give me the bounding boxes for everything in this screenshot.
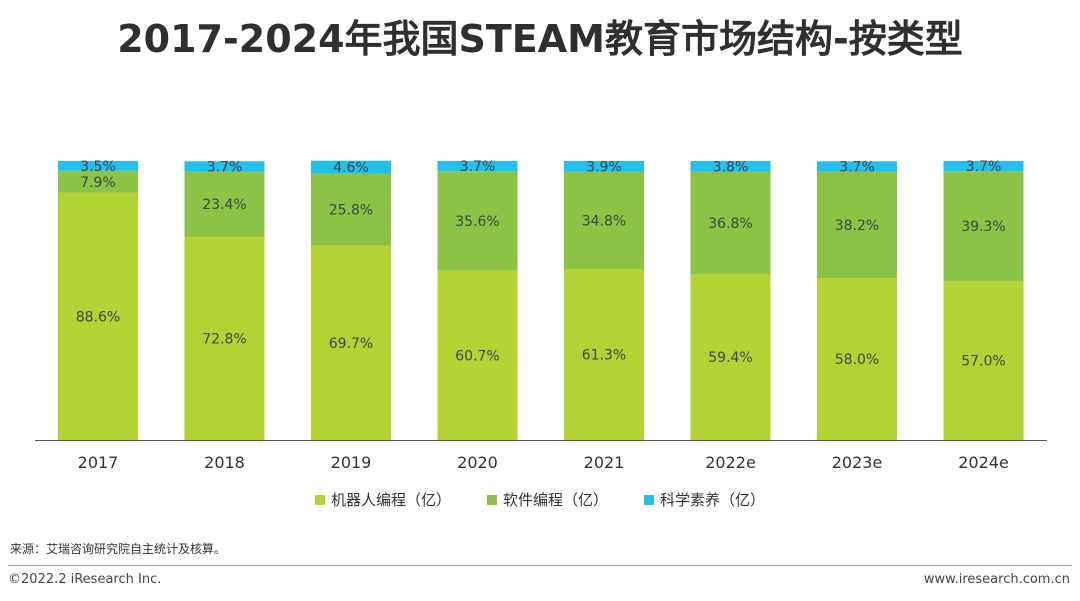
website-link[interactable]: www.iresearch.com.cn [923,572,1070,587]
legend-label: 科学素养（亿） [660,491,766,509]
legend-item-0: 机器人编程（亿） [314,489,451,510]
data-label-2018-s1: 23.4% [202,197,246,213]
bar-segment-2017-s2 [58,161,138,171]
bar-segment-2024e-s2 [943,161,1024,172]
data-label-2023e-s1: 38.2% [835,218,879,234]
data-label-2024e-s2: 3.7% [966,159,1002,175]
bar-segment-2017-s0 [58,192,138,440]
bar-segment-2018-s1 [184,171,265,237]
bar-segment-2021-s2 [564,161,644,172]
x-tick-label-2022e: 2022e [705,453,756,472]
bar-segment-2024e-s1 [943,171,1024,281]
stacked-bar-chart: 88.6% 7.9%3.5% 2017 72.8% 23.4% 3.7% 2018 69.7%… [35,159,1047,472]
data-label-2022e-s0: 59.4% [708,350,752,366]
data-label-2020-s2: 3.7% [460,159,496,175]
data-label-2017-s1: 7.9% [80,175,116,191]
data-label-2019-s1: 25.8% [329,203,373,219]
bar-segment-2023e-s2 [817,161,897,172]
data-label-2019-s0: 69.7% [329,336,373,352]
x-tick-label-2017: 2017 [78,453,119,472]
bar-segment-2019-s2 [311,160,391,174]
source-note: 来源：艾瑞咨询研究院自主统计及核算。 [10,542,227,556]
chart-legend: 机器人编程（亿） 软件编程（亿） 科学素养（亿） [0,489,1080,510]
copyright-text: ©2022.2 iResearch Inc. [8,572,162,587]
data-label-2023e-s2: 3.7% [839,159,875,175]
data-label-2024e-s1: 39.3% [961,219,1005,235]
bar-segment-2018-s2 [184,161,265,172]
data-label-2022e-s2: 3.8% [713,159,749,175]
bar-segment-2019-s0 [311,245,391,440]
data-label-2021-s2: 3.9% [586,159,622,175]
x-tick-label-2021: 2021 [584,453,625,472]
bar-segment-2021-s1 [564,171,644,269]
data-label-2021-s0: 61.3% [582,347,626,363]
bar-segment-2017-s1 [58,170,138,193]
bar-segment-2022e-s1 [690,171,771,275]
footer-divider [8,565,1072,566]
data-label-2022e-s1: 36.8% [708,216,752,232]
bar-segment-2021-s0 [564,268,644,440]
data-label-2017-s0: 88.6% [76,309,120,325]
x-tick-label-2023e: 2023e [832,453,883,472]
legend-label: 软件编程（亿） [502,491,608,509]
bar-segment-2020-s2 [437,161,518,172]
data-label-2021-s1: 34.8% [582,213,626,229]
legend-item-1: 软件编程（亿） [486,489,608,510]
bar-segment-2020-s0 [437,270,518,440]
legend-item-2: 科学素养（亿） [644,489,765,510]
x-tick-label-2019: 2019 [331,453,372,472]
data-label-2023e-s0: 58.0% [835,352,879,368]
data-label-2020-s0: 60.7% [455,348,499,364]
bar-segment-2023e-s1 [817,171,897,279]
data-label-2019-s2: 4.6% [333,160,369,176]
chart-title: 2017-2024年我国STEAM教育市场结构-按类型 [117,17,963,61]
bar-segment-2023e-s0 [817,278,897,440]
data-label-2017-s2: 3.5% [80,159,116,175]
data-label-2024e-s0: 57.0% [961,353,1005,369]
bar-segment-2019-s1 [311,173,391,246]
data-label-2020-s1: 35.6% [455,214,499,230]
bar-segment-2022e-s2 [690,161,771,172]
x-tick-label-2020: 2020 [457,453,498,472]
x-tick-label-2018: 2018 [204,453,245,472]
legend-swatch-icon [314,494,325,505]
data-label-2018-s0: 72.8% [202,331,246,347]
bar-segment-2024e-s0 [943,280,1024,440]
bar-segment-2018-s0 [184,236,265,440]
x-tick-label-2024e: 2024e [958,453,1009,472]
data-label-2018-s2: 3.7% [207,159,243,175]
legend-swatch-icon [486,494,497,505]
legend-swatch-icon [644,494,654,505]
legend-label: 机器人编程（亿） [330,491,451,509]
bar-segment-2020-s1 [437,171,518,271]
bar-segment-2022e-s0 [690,274,771,440]
